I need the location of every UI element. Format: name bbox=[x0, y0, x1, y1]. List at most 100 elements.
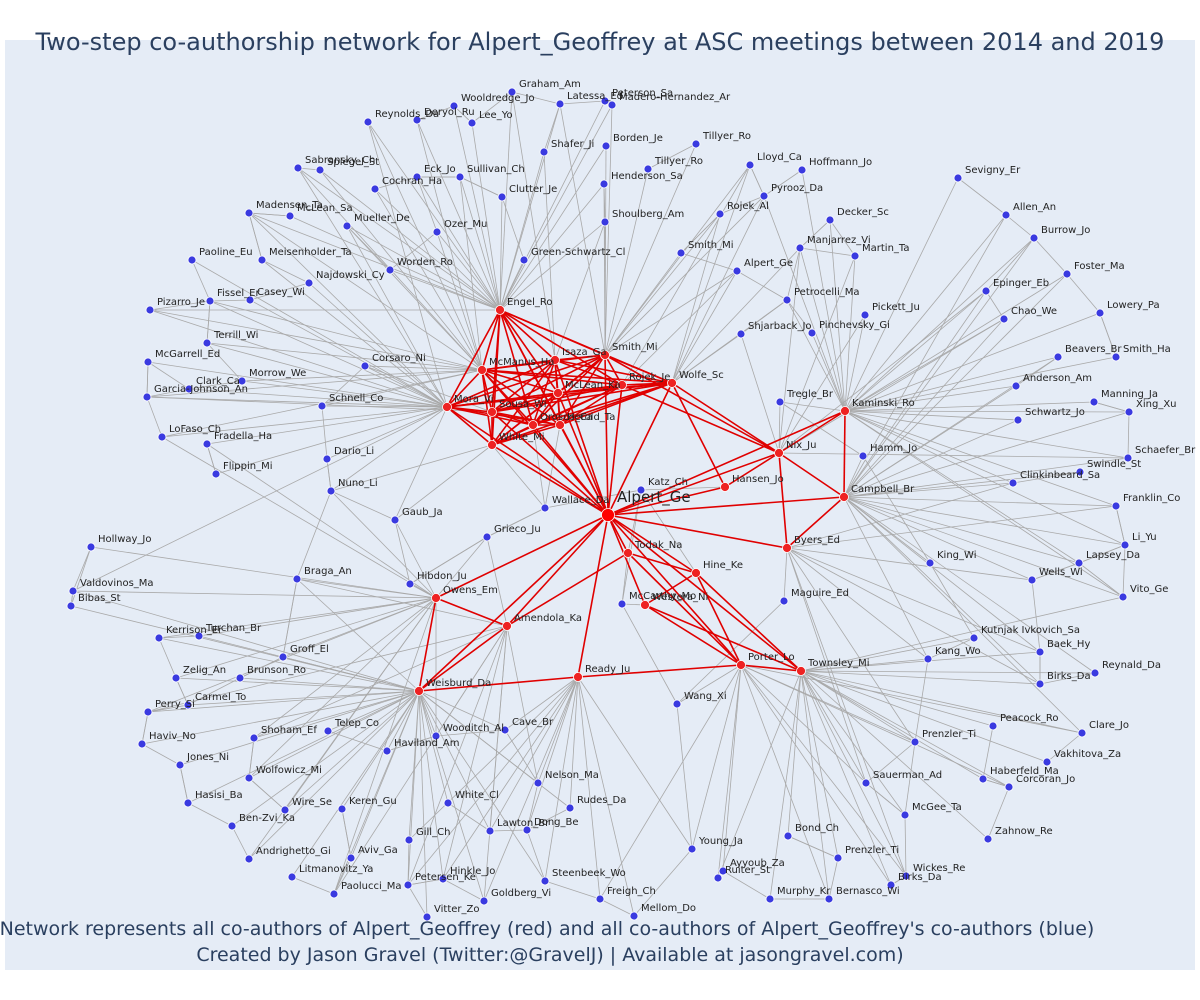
coauthor-node[interactable] bbox=[553, 388, 563, 398]
coauthor-node[interactable] bbox=[623, 548, 633, 558]
coauthor-node[interactable] bbox=[774, 448, 784, 458]
second-step-node[interactable] bbox=[861, 778, 871, 788]
second-step-node[interactable] bbox=[202, 338, 212, 348]
second-step-node[interactable] bbox=[824, 894, 834, 904]
second-step-node[interactable] bbox=[858, 451, 868, 461]
second-step-node[interactable] bbox=[245, 295, 255, 305]
second-step-node[interactable] bbox=[449, 101, 459, 111]
second-step-node[interactable] bbox=[969, 633, 979, 643]
coauthor-node[interactable] bbox=[495, 305, 505, 315]
second-step-node[interactable] bbox=[565, 803, 575, 813]
second-step-node[interactable] bbox=[257, 255, 267, 265]
second-step-node[interactable] bbox=[285, 211, 295, 221]
second-step-node[interactable] bbox=[280, 805, 290, 815]
second-step-node[interactable] bbox=[745, 160, 755, 170]
second-step-node[interactable] bbox=[713, 873, 723, 883]
coauthor-node[interactable] bbox=[667, 378, 677, 388]
second-step-node[interactable] bbox=[1035, 647, 1045, 657]
second-step-node[interactable] bbox=[1118, 592, 1128, 602]
second-step-node[interactable] bbox=[211, 469, 221, 479]
second-step-node[interactable] bbox=[66, 601, 76, 611]
second-step-node[interactable] bbox=[237, 376, 247, 386]
coauthor-node[interactable] bbox=[487, 440, 497, 450]
second-step-node[interactable] bbox=[1095, 308, 1105, 318]
second-step-node[interactable] bbox=[795, 243, 805, 253]
second-step-node[interactable] bbox=[249, 733, 259, 743]
second-step-node[interactable] bbox=[1027, 575, 1037, 585]
second-step-node[interactable] bbox=[715, 209, 725, 219]
second-step-node[interactable] bbox=[900, 810, 910, 820]
second-step-node[interactable] bbox=[322, 454, 332, 464]
second-step-node[interactable] bbox=[363, 117, 373, 127]
second-step-node[interactable] bbox=[1013, 415, 1023, 425]
second-step-node[interactable] bbox=[1062, 269, 1072, 279]
second-step-node[interactable] bbox=[235, 673, 245, 683]
second-step-node[interactable] bbox=[736, 329, 746, 339]
second-step-node[interactable] bbox=[227, 821, 237, 831]
second-step-node[interactable] bbox=[184, 384, 194, 394]
second-step-node[interactable] bbox=[988, 721, 998, 731]
second-step-node[interactable] bbox=[244, 854, 254, 864]
second-step-node[interactable] bbox=[850, 251, 860, 261]
coauthor-node[interactable] bbox=[691, 568, 701, 578]
second-step-node[interactable] bbox=[676, 248, 686, 258]
second-step-node[interactable] bbox=[617, 599, 627, 609]
second-step-node[interactable] bbox=[797, 165, 807, 175]
second-step-node[interactable] bbox=[187, 255, 197, 265]
coauthor-node[interactable] bbox=[600, 350, 610, 360]
coauthor-node[interactable] bbox=[839, 492, 849, 502]
second-step-node[interactable] bbox=[1123, 453, 1133, 463]
second-step-node[interactable] bbox=[323, 726, 333, 736]
second-step-node[interactable] bbox=[1008, 478, 1018, 488]
second-step-node[interactable] bbox=[601, 141, 611, 151]
second-step-node[interactable] bbox=[455, 172, 465, 182]
second-step-node[interactable] bbox=[142, 392, 152, 402]
second-step-node[interactable] bbox=[522, 825, 532, 835]
second-step-node[interactable] bbox=[1111, 501, 1121, 511]
second-step-node[interactable] bbox=[1089, 397, 1099, 407]
coauthor-node[interactable] bbox=[782, 543, 792, 553]
second-step-node[interactable] bbox=[691, 139, 701, 149]
second-step-node[interactable] bbox=[326, 486, 336, 496]
second-step-node[interactable] bbox=[317, 401, 327, 411]
second-step-node[interactable] bbox=[910, 737, 920, 747]
second-step-node[interactable] bbox=[432, 227, 442, 237]
second-step-node[interactable] bbox=[607, 100, 617, 110]
focal-node[interactable] bbox=[601, 508, 615, 522]
coauthor-node[interactable] bbox=[555, 420, 565, 430]
second-step-node[interactable] bbox=[390, 515, 400, 525]
second-step-node[interactable] bbox=[183, 798, 193, 808]
second-step-node[interactable] bbox=[1053, 352, 1063, 362]
second-step-node[interactable] bbox=[293, 163, 303, 173]
second-step-node[interactable] bbox=[292, 574, 302, 584]
second-step-node[interactable] bbox=[923, 654, 933, 664]
second-step-node[interactable] bbox=[1004, 782, 1014, 792]
coauthor-node[interactable] bbox=[796, 666, 806, 676]
second-step-node[interactable] bbox=[443, 798, 453, 808]
second-step-node[interactable] bbox=[86, 542, 96, 552]
second-step-node[interactable] bbox=[154, 633, 164, 643]
second-step-node[interactable] bbox=[1042, 757, 1052, 767]
second-step-node[interactable] bbox=[901, 871, 911, 881]
second-step-node[interactable] bbox=[68, 586, 78, 596]
second-step-node[interactable] bbox=[1074, 558, 1084, 568]
coauthor-node[interactable] bbox=[736, 660, 746, 670]
second-step-node[interactable] bbox=[438, 874, 448, 884]
second-step-node[interactable] bbox=[329, 889, 339, 899]
coauthor-node[interactable] bbox=[487, 407, 497, 417]
second-step-node[interactable] bbox=[886, 880, 896, 890]
second-step-node[interactable] bbox=[157, 432, 167, 442]
second-step-node[interactable] bbox=[244, 208, 254, 218]
second-step-node[interactable] bbox=[779, 596, 789, 606]
coauthor-node[interactable] bbox=[573, 672, 583, 682]
second-step-node[interactable] bbox=[1075, 467, 1085, 477]
second-step-node[interactable] bbox=[482, 532, 492, 542]
coauthor-node[interactable] bbox=[840, 406, 850, 416]
second-step-node[interactable] bbox=[171, 673, 181, 683]
second-step-node[interactable] bbox=[145, 305, 155, 315]
second-step-node[interactable] bbox=[360, 361, 370, 371]
coauthor-node[interactable] bbox=[414, 686, 424, 696]
second-step-node[interactable] bbox=[244, 773, 254, 783]
second-step-node[interactable] bbox=[1029, 233, 1039, 243]
